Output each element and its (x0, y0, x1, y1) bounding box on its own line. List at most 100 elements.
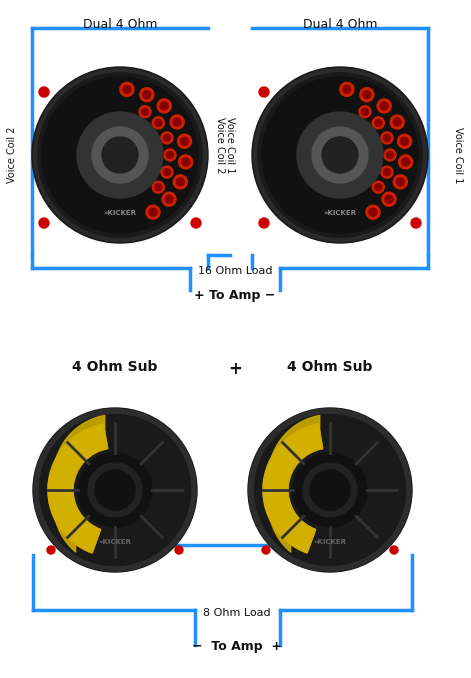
Text: + To Amp −: + To Amp − (195, 289, 276, 302)
Circle shape (384, 149, 396, 161)
Circle shape (157, 99, 171, 113)
Circle shape (139, 106, 151, 118)
Circle shape (165, 195, 173, 203)
Circle shape (167, 151, 173, 159)
Circle shape (176, 178, 184, 186)
Circle shape (377, 99, 391, 113)
Text: Voice Coil 1: Voice Coil 1 (225, 117, 235, 173)
Circle shape (248, 408, 412, 572)
Circle shape (411, 218, 421, 228)
Circle shape (173, 175, 187, 189)
Circle shape (375, 184, 382, 191)
Circle shape (95, 470, 135, 510)
Text: 4 Ohm Sub: 4 Ohm Sub (73, 360, 158, 374)
Circle shape (396, 178, 404, 186)
Circle shape (312, 127, 368, 183)
Wedge shape (263, 424, 323, 553)
Circle shape (178, 134, 192, 148)
Circle shape (155, 119, 162, 126)
Circle shape (140, 87, 154, 102)
Circle shape (41, 416, 189, 564)
Circle shape (381, 132, 393, 144)
Circle shape (400, 137, 408, 145)
Circle shape (252, 67, 428, 243)
Circle shape (179, 155, 193, 169)
Circle shape (390, 546, 398, 554)
Text: −  To Amp  +: − To Amp + (192, 640, 282, 653)
Circle shape (39, 218, 49, 228)
Circle shape (149, 208, 157, 216)
Circle shape (293, 453, 367, 527)
Circle shape (191, 218, 201, 228)
Circle shape (256, 416, 404, 564)
Circle shape (369, 208, 377, 216)
Circle shape (155, 184, 162, 191)
Circle shape (259, 87, 269, 97)
Circle shape (303, 463, 357, 517)
Circle shape (393, 118, 401, 126)
Circle shape (175, 546, 183, 554)
Text: Voice Coil 1: Voice Coil 1 (453, 127, 463, 183)
Circle shape (163, 169, 171, 176)
Circle shape (372, 181, 384, 193)
Circle shape (152, 181, 164, 193)
Circle shape (39, 87, 49, 97)
Circle shape (262, 546, 270, 554)
Circle shape (375, 119, 382, 126)
Circle shape (381, 166, 393, 178)
Wedge shape (263, 424, 323, 553)
Circle shape (152, 117, 164, 129)
Text: »KICKER: »KICKER (98, 539, 131, 545)
Circle shape (182, 158, 190, 166)
Circle shape (343, 85, 351, 94)
Text: 4 Ohm Sub: 4 Ohm Sub (287, 360, 373, 374)
Text: Dual 4 Ohm: Dual 4 Ohm (83, 18, 157, 31)
Circle shape (162, 192, 176, 206)
Circle shape (102, 137, 138, 173)
Circle shape (77, 112, 163, 198)
Circle shape (359, 106, 371, 118)
Circle shape (385, 195, 393, 203)
Circle shape (161, 132, 173, 144)
Wedge shape (48, 424, 108, 553)
Circle shape (88, 463, 142, 517)
Circle shape (42, 77, 198, 233)
Text: Dual 4 Ohm: Dual 4 Ohm (303, 18, 377, 31)
Circle shape (362, 108, 368, 115)
Circle shape (123, 85, 131, 94)
Circle shape (143, 91, 151, 99)
Text: 8 Ohm Load: 8 Ohm Load (203, 608, 271, 618)
Circle shape (372, 117, 384, 129)
Text: »KICKER: »KICKER (324, 210, 357, 216)
Circle shape (398, 134, 412, 148)
Circle shape (340, 82, 354, 96)
Text: 16 Ohm Load: 16 Ohm Load (198, 266, 272, 276)
Circle shape (160, 102, 168, 110)
Circle shape (380, 102, 388, 110)
Circle shape (297, 112, 383, 198)
Circle shape (259, 218, 269, 228)
Circle shape (92, 127, 148, 183)
Circle shape (398, 155, 413, 169)
Text: Voice Coil 2: Voice Coil 2 (215, 117, 225, 174)
Circle shape (170, 115, 184, 129)
Circle shape (78, 453, 152, 527)
Text: +: + (228, 360, 242, 378)
Circle shape (363, 91, 371, 99)
Circle shape (310, 470, 350, 510)
Circle shape (32, 67, 208, 243)
Circle shape (390, 115, 404, 129)
Circle shape (33, 408, 197, 572)
Text: »KICKER: »KICKER (104, 210, 137, 216)
Text: Voice Coil 2: Voice Coil 2 (7, 127, 17, 183)
Circle shape (163, 134, 171, 142)
Circle shape (164, 149, 176, 161)
Circle shape (382, 192, 396, 206)
Circle shape (47, 546, 55, 554)
Text: »KICKER: »KICKER (314, 539, 347, 545)
Circle shape (180, 137, 188, 145)
Circle shape (161, 166, 173, 178)
Circle shape (146, 205, 160, 219)
Circle shape (360, 87, 374, 102)
Circle shape (402, 158, 410, 166)
